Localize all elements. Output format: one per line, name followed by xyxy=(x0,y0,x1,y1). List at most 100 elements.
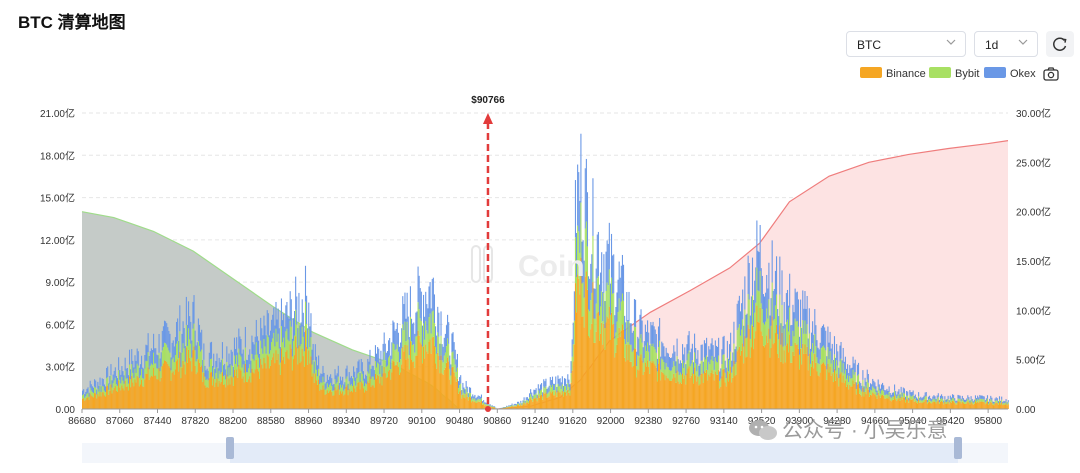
bar-okex xyxy=(730,332,732,352)
bar-bybit xyxy=(138,378,140,387)
bar-binance xyxy=(819,372,821,409)
bar-okex xyxy=(556,386,558,393)
bar-bybit xyxy=(867,382,869,390)
legend-item-bybit[interactable]: Bybit xyxy=(929,67,979,80)
bar-bybit xyxy=(108,389,110,395)
coin-select[interactable]: BTC xyxy=(846,31,966,57)
bar-binance xyxy=(213,378,215,409)
bar-bybit xyxy=(106,378,108,387)
bar-okex xyxy=(533,389,535,395)
bar-binance xyxy=(594,342,596,409)
bar-binance xyxy=(539,395,542,409)
bar-bybit xyxy=(230,364,232,377)
bar-okex xyxy=(469,387,472,394)
bar-binance xyxy=(415,355,417,409)
bar-okex xyxy=(656,358,658,372)
bar-binance xyxy=(758,322,760,409)
bar-binance xyxy=(319,390,321,409)
bar-okex xyxy=(400,342,402,360)
bar-binance xyxy=(874,394,876,409)
bar-binance xyxy=(872,392,874,409)
bar-binance xyxy=(412,362,414,409)
refresh-button[interactable] xyxy=(1046,31,1074,57)
bar-binance xyxy=(957,401,959,409)
bar-binance xyxy=(580,257,582,409)
bar-binance xyxy=(247,382,249,409)
bar-bybit xyxy=(149,365,151,378)
bar-binance xyxy=(500,408,502,409)
bar-binance xyxy=(956,404,958,409)
bar-okex xyxy=(663,346,665,362)
bar-okex xyxy=(333,384,335,391)
bar-binance xyxy=(898,398,900,409)
bar-okex xyxy=(742,289,744,320)
bar-okex xyxy=(581,241,583,284)
bar-bybit xyxy=(874,388,876,395)
legend-item-okex[interactable]: Okex xyxy=(984,67,1036,80)
bar-okex xyxy=(397,332,399,352)
bar-okex xyxy=(316,365,319,377)
bar-binance xyxy=(667,378,669,409)
bar-bybit xyxy=(748,299,750,329)
camera-icon[interactable] xyxy=(1043,67,1059,81)
bar-binance xyxy=(453,372,455,409)
bar-binance xyxy=(373,387,375,409)
bar-okex xyxy=(284,326,286,348)
bar-binance xyxy=(370,386,372,409)
bar-okex xyxy=(269,330,272,351)
bar-bybit xyxy=(973,401,975,404)
bar-okex xyxy=(915,397,917,401)
bar-binance xyxy=(131,376,133,409)
bar-okex xyxy=(969,400,971,403)
bar-bybit xyxy=(289,320,291,345)
legend-item-binance[interactable]: Binance xyxy=(860,67,926,80)
bar-okex xyxy=(892,392,895,397)
bar-okex xyxy=(261,328,263,349)
bar-binance xyxy=(590,329,592,409)
period-select[interactable]: 1d xyxy=(974,31,1038,57)
bar-okex xyxy=(440,311,442,336)
bar-binance xyxy=(919,402,921,409)
bar-bybit xyxy=(292,340,295,360)
bar-bybit xyxy=(989,401,991,404)
bar-okex xyxy=(835,357,837,371)
bar-okex xyxy=(298,292,300,322)
bar-okex xyxy=(591,254,593,293)
bar-binance xyxy=(490,407,492,409)
bar-bybit xyxy=(303,351,305,367)
bar-binance xyxy=(166,361,168,409)
bar-bybit xyxy=(754,312,756,339)
bar-bybit xyxy=(536,398,538,402)
x-tick-label: 87060 xyxy=(106,416,134,427)
bar-okex xyxy=(95,380,97,388)
bar-bybit xyxy=(370,378,372,387)
bar-binance xyxy=(251,368,253,409)
bar-okex xyxy=(739,311,742,336)
bar-binance xyxy=(288,359,290,409)
bar-bybit xyxy=(675,373,677,383)
bar-okex xyxy=(243,360,245,373)
bar-bybit xyxy=(805,333,807,354)
bar-okex xyxy=(166,323,168,345)
bar-binance xyxy=(718,369,720,409)
bar-bybit xyxy=(264,346,266,364)
bar-bybit xyxy=(829,351,831,367)
bar-bybit xyxy=(734,364,736,377)
bar-bybit xyxy=(192,328,194,351)
bar-binance xyxy=(607,318,609,409)
bar-okex xyxy=(695,348,697,364)
bar-okex xyxy=(788,305,790,332)
bar-binance xyxy=(440,355,442,409)
bar-okex xyxy=(794,288,796,319)
bar-binance xyxy=(855,394,857,409)
bar-binance xyxy=(696,381,698,409)
bar-binance xyxy=(322,385,324,409)
bar-binance xyxy=(854,381,856,409)
bar-binance xyxy=(90,395,92,409)
bar-okex xyxy=(419,288,421,319)
bar-binance xyxy=(259,378,261,409)
bar-bybit xyxy=(533,394,535,399)
bar-bybit xyxy=(159,371,161,382)
bar-okex xyxy=(415,312,417,337)
bar-okex xyxy=(519,403,521,405)
